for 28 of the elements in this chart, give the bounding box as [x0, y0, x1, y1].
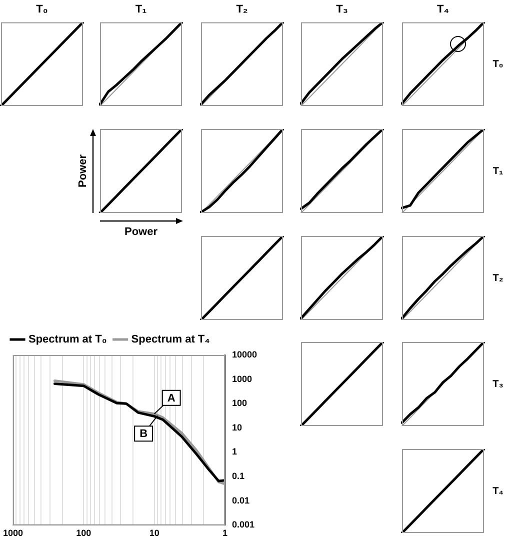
text: T₀ [492, 58, 504, 70]
text: T₄ [492, 486, 504, 497]
text: T₂ [492, 272, 504, 284]
text: T₃ [492, 378, 504, 390]
x-tick-label: 1 [222, 528, 228, 538]
text: T₁ [492, 166, 504, 177]
chart-title: T₂ [236, 4, 248, 16]
y-tick-label: 0.01 [232, 495, 250, 506]
y-tick-label: 0.001 [232, 520, 255, 530]
x-axis-title: Power [124, 226, 158, 238]
legend-label: Spectrum at T₀ [28, 334, 107, 346]
annotation: A [167, 392, 176, 404]
y-tick-label: 1 [232, 446, 237, 457]
x-tick-label: 10 [149, 528, 160, 538]
y-tick-label: 10000 [232, 349, 258, 360]
y-tick-label: 1000 [232, 374, 252, 384]
chart-title: T₁ [135, 4, 148, 16]
chart-title: T₄ [437, 4, 449, 16]
y-axis-title: Power [77, 154, 90, 188]
y-tick-label: 0.1 [232, 471, 244, 482]
annotation: B [140, 428, 148, 440]
y-tick-label: 10 [232, 422, 242, 432]
x-tick-label: 100 [76, 528, 92, 538]
legend-label: Spectrum at T₄ [131, 334, 210, 346]
chart-title: T₃ [336, 4, 348, 16]
y-tick-label: 100 [232, 398, 248, 408]
chart-title: T₀ [36, 4, 48, 16]
x-tick-label: 1000 [2, 528, 24, 538]
